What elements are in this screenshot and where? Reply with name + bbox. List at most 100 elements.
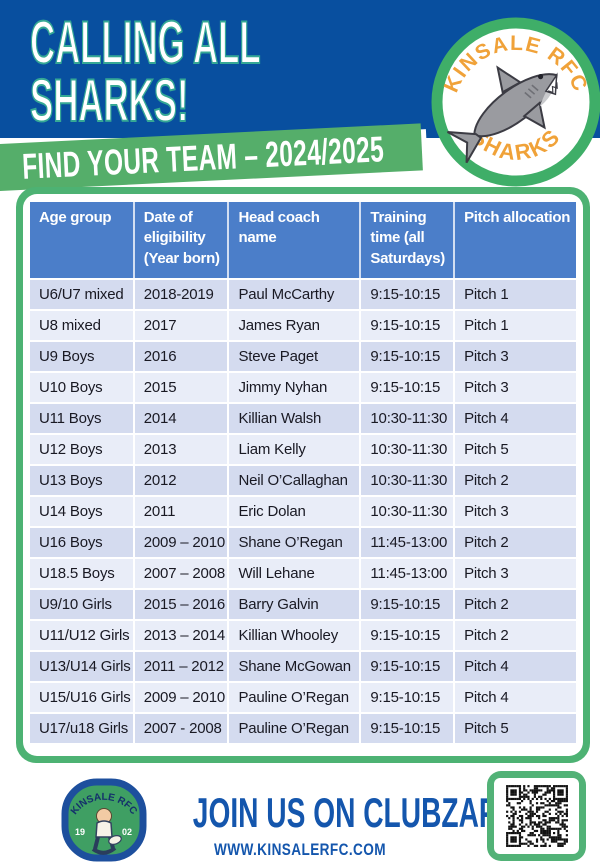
table-row: U13 Boys 2012 Neil O’Callaghan 10:30-11:30 P… — [30, 464, 576, 495]
table-cell: 10:30-11:30 — [361, 433, 456, 464]
table-cell: Neil O’Callaghan — [229, 464, 362, 495]
table-row: U15/U16 Girls 2009 – 2010 Pauline O’Regan 9… — [30, 681, 576, 712]
table-cell: Pauline O’Regan — [229, 681, 362, 712]
table-cell: Steve Paget — [229, 340, 362, 371]
table-cell: U9 Boys — [30, 340, 135, 371]
table-body: U6/U7 mixed 2018-2019 Paul McCarthy 9:15-10… — [30, 278, 576, 743]
table-cell: Liam Kelly — [229, 433, 362, 464]
table-cell: 2007 – 2008 — [134, 557, 230, 588]
table-cell: U18.5 Boys — [30, 557, 135, 588]
crest-year-right: 02 — [122, 827, 132, 837]
table-cell: 10:30-11:30 — [361, 464, 456, 495]
shark-icon — [447, 65, 558, 164]
title-line-2: SHARKS! — [29, 67, 189, 134]
table-header-cell: Date of eligibility (Year born) — [134, 202, 230, 278]
table-header-cell: Head coach name — [229, 202, 362, 278]
table-cell: Pitch 2 — [455, 619, 576, 650]
table-cell: U13/U14 Girls — [30, 650, 135, 681]
table-cell: Paul McCarthy — [229, 278, 362, 309]
table-cell: 9:15-10:15 — [361, 588, 456, 619]
table-cell: Pitch 2 — [455, 588, 576, 619]
crest-year-left: 19 — [75, 827, 85, 837]
table-cell: Pitch 3 — [455, 371, 576, 402]
table-cell: 9:15-10:15 — [361, 309, 456, 340]
table-cell: 2009 – 2010 — [134, 526, 230, 557]
table-header-cell: Training time (all Saturdays) — [361, 202, 456, 278]
table-row: U9/10 Girls 2015 – 2016 Barry Galvin 9:15-1… — [30, 588, 576, 619]
team-table: Age group Date of eligibility (Year born)… — [30, 202, 576, 743]
table-cell: 2014 — [134, 402, 230, 433]
table-row: U17/u18 Girls 2007 - 2008 Pauline O’Regan 9… — [30, 712, 576, 743]
table-cell: Pitch 2 — [455, 526, 576, 557]
table-row: U12 Boys 2013 Liam Kelly 10:30-11:30 Pitch 5 — [30, 433, 576, 464]
table-cell: Pauline O’Regan — [229, 712, 362, 743]
table-cell: James Ryan — [229, 309, 362, 340]
club-crest-icon: KINSALE RFC 19 02 — [60, 778, 148, 862]
table-cell: 9:15-10:15 — [361, 650, 456, 681]
table-cell: 2011 – 2012 — [134, 650, 230, 681]
table-cell: 11:45-13:00 — [361, 526, 456, 557]
table-row: U11/U12 Girls 2013 – 2014 Killian Whooley 9… — [30, 619, 576, 650]
table-cell: U13 Boys — [30, 464, 135, 495]
table-cell: Pitch 2 — [455, 464, 576, 495]
table-header: Age group Date of eligibility (Year born)… — [30, 202, 576, 278]
table-cell: U17/u18 Girls — [30, 712, 135, 743]
table-row: U11 Boys 2014 Killian Walsh 10:30-11:30 Pitc… — [30, 402, 576, 433]
table-cell: 2016 — [134, 340, 230, 371]
table-cell: Pitch 1 — [455, 278, 576, 309]
qr-code-image — [505, 785, 568, 847]
table-cell: Pitch 3 — [455, 340, 576, 371]
table-cell: Killian Whooley — [229, 619, 362, 650]
table-cell: U11 Boys — [30, 402, 135, 433]
club-logo: KINSALE RFC SHARKS — [431, 16, 600, 188]
table-cell: Shane O’Regan — [229, 526, 362, 557]
table-cell: U8 mixed — [30, 309, 135, 340]
table-cell: 9:15-10:15 — [361, 619, 456, 650]
table-cell: 2007 - 2008 — [134, 712, 230, 743]
table-cell: U6/U7 mixed — [30, 278, 135, 309]
table-cell: 9:15-10:15 — [361, 681, 456, 712]
table-cell: Pitch 3 — [455, 557, 576, 588]
table-header-cell: Age group — [30, 202, 135, 278]
table-cell: 2012 — [134, 464, 230, 495]
table-cell: 10:30-11:30 — [361, 495, 456, 526]
table-cell: Pitch 4 — [455, 650, 576, 681]
page-title: CALLING ALL SHARKS! — [29, 9, 428, 134]
table-cell: Killian Walsh — [229, 402, 362, 433]
qr-frame — [487, 771, 586, 861]
table-cell: U9/10 Girls — [30, 588, 135, 619]
table-cell: Eric Dolan — [229, 495, 362, 526]
table-cell: 2015 – 2016 — [134, 588, 230, 619]
table-row: U6/U7 mixed 2018-2019 Paul McCarthy 9:15-10… — [30, 278, 576, 309]
table-row: U8 mixed 2017 James Ryan 9:15-10:15 Pitch 1 — [30, 309, 576, 340]
table-cell: 2015 — [134, 371, 230, 402]
table-cell: 9:15-10:15 — [361, 712, 456, 743]
table-cell: Pitch 4 — [455, 402, 576, 433]
table-cell: U10 Boys — [30, 371, 135, 402]
website-text: WWW.KINSALERFC.COM — [214, 840, 386, 859]
table-cell: 10:30-11:30 — [361, 402, 456, 433]
table-cell: 2013 – 2014 — [134, 619, 230, 650]
table-header-cell: Pitch allocation — [455, 202, 576, 278]
clubzap-cta-text: JOIN US ON CLUBZAP>> — [192, 789, 531, 836]
table-cell: 9:15-10:15 — [361, 278, 456, 309]
table-cell: U15/U16 Girls — [30, 681, 135, 712]
table-cell: Barry Galvin — [229, 588, 362, 619]
table-cell: Will Lehane — [229, 557, 362, 588]
table-row: U13/U14 Girls 2011 – 2012 Shane McGowan 9:1… — [30, 650, 576, 681]
table-cell: Pitch 5 — [455, 433, 576, 464]
table-cell: 2017 — [134, 309, 230, 340]
table-cell: Shane McGowan — [229, 650, 362, 681]
cta-block: JOIN US ON CLUBZAP>> WWW.KINSALERFC.COM — [140, 789, 531, 860]
table-cell: Jimmy Nyhan — [229, 371, 362, 402]
table-cell: 2011 — [134, 495, 230, 526]
footer: KINSALE RFC 19 02 JOIN US ON CLUBZAP>> W… — [0, 763, 600, 867]
table-cell: U11/U12 Girls — [30, 619, 135, 650]
table-cell: 9:15-10:15 — [361, 340, 456, 371]
table-row: U16 Boys 2009 – 2010 Shane O’Regan 11:45-13… — [30, 526, 576, 557]
table-row: U14 Boys 2011 Eric Dolan 10:30-11:30 Pitch 3 — [30, 495, 576, 526]
title-line-1: CALLING ALL — [29, 9, 261, 76]
table-frame: Age group Date of eligibility (Year born)… — [16, 187, 590, 763]
table-cell: Pitch 5 — [455, 712, 576, 743]
